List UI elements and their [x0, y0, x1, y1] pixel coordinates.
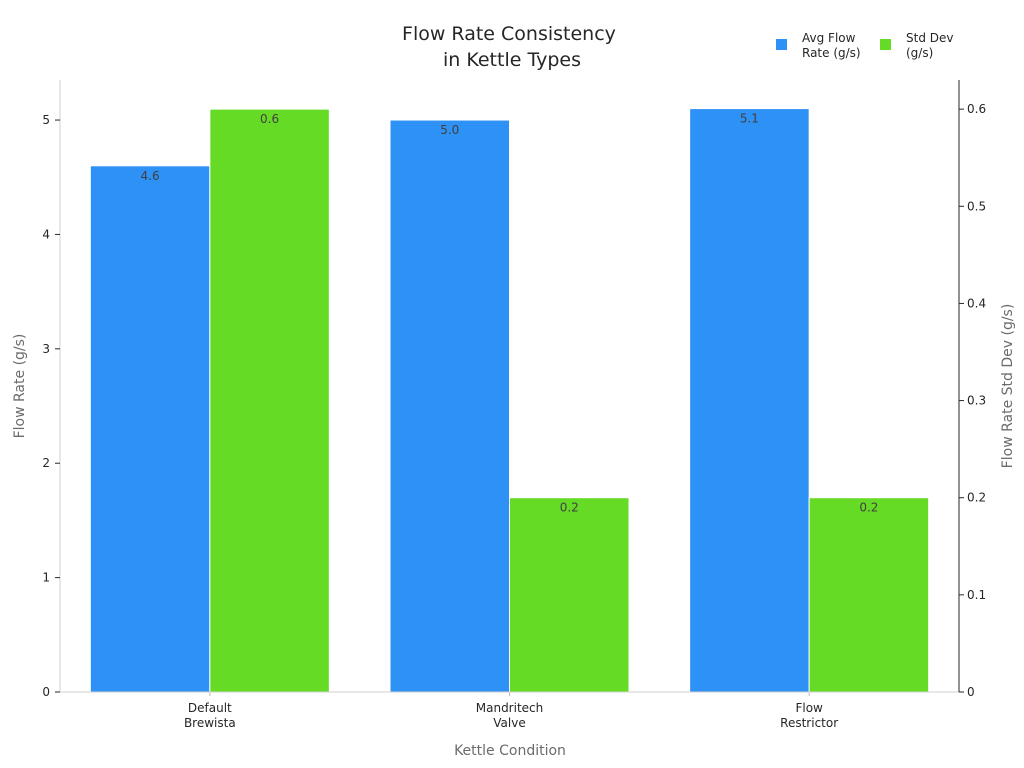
y-tick-label-1: 1 — [42, 571, 50, 585]
x-tick-label-mandritech-valve: Mandritech Valve — [476, 701, 544, 730]
bar-std-dev-flow-restrictor — [808, 497, 930, 693]
legend-label-avg-flow-line-2: Rate (g/s) — [802, 46, 861, 60]
legend-label-avg-flow-line-1: Avg Flow — [802, 31, 856, 45]
legend-swatch-avg-flow — [776, 39, 787, 50]
x-tick-label-flow-restrictor-line-2: Restrictor — [780, 716, 838, 730]
data-label-std-dev-default-brewista: 0.6 — [260, 112, 279, 126]
y2-tick-label-0: 0 — [967, 685, 975, 699]
data-label-avg-flow-mandritech-valve: 5.0 — [440, 123, 459, 137]
y-tick-label-2: 2 — [42, 456, 50, 470]
legend-label-avg-flow: Avg Flow Rate (g/s) — [802, 31, 861, 60]
bar-avg-flow-flow-restrictor — [689, 108, 810, 693]
x-axis-label: Kettle Condition — [454, 743, 566, 759]
y2-tick-label-5: 0.5 — [967, 199, 986, 213]
x-tick-label-default-brewista-line-2: Brewista — [184, 716, 236, 730]
x-tick-label-default-brewista-line-1: Default — [188, 701, 232, 715]
bar-std-dev-mandritech-valve — [509, 497, 630, 693]
y-axis-label: Flow Rate (g/s) — [12, 334, 28, 439]
y2-tick-label-3: 0.3 — [967, 394, 986, 408]
x-tick-label-flow-restrictor-line-1: Flow — [795, 701, 823, 715]
y-tick-label-0: 0 — [42, 685, 50, 699]
bar-avg-flow-mandritech-valve — [389, 119, 510, 693]
data-label-std-dev-flow-restrictor: 0.2 — [859, 501, 878, 515]
legend-label-std-dev-line-2: (g/s) — [906, 46, 933, 60]
data-label-avg-flow-flow-restrictor: 5.1 — [740, 112, 759, 126]
legend: Avg Flow Rate (g/s) Std Dev (g/s) — [776, 31, 957, 60]
chart-title-line-2: in Kettle Types — [443, 49, 581, 71]
y2-tick-label-1: 0.1 — [967, 588, 986, 602]
legend-label-std-dev-line-1: Std Dev — [906, 31, 953, 45]
x-tick-label-flow-restrictor: Flow Restrictor — [780, 701, 838, 730]
x-tick-label-mandritech-valve-line-2: Valve — [493, 716, 525, 730]
legend-swatch-std-dev — [880, 39, 891, 50]
y-tick-label-4: 4 — [42, 227, 50, 241]
y2-tick-label-2: 0.2 — [967, 491, 986, 505]
x-tick-label-default-brewista: Default Brewista — [184, 701, 236, 730]
legend-label-std-dev: Std Dev (g/s) — [906, 31, 957, 60]
data-labels-layer: 4.6 0.6 5.0 0.2 5.1 0.2 — [141, 112, 879, 515]
y-tick-label-5: 5 — [42, 113, 50, 127]
y2-tick-label-4: 0.4 — [967, 296, 986, 310]
axes-layer: Default Brewista Mandritech Valve Flow Restri… — [42, 80, 986, 730]
y2-tick-label-6: 0.6 — [967, 102, 986, 116]
y-tick-label-3: 3 — [42, 342, 50, 356]
bar-std-dev-default-brewista — [209, 108, 330, 693]
chart-title-line-1: Flow Rate Consistency — [402, 23, 616, 45]
chart-title: Flow Rate Consistency in Kettle Types — [402, 23, 622, 71]
y2-axis-label: Flow Rate Std Dev (g/s) — [1000, 304, 1016, 469]
x-tick-label-mandritech-valve-line-1: Mandritech — [476, 701, 544, 715]
bars-layer — [89, 108, 930, 693]
data-label-std-dev-mandritech-valve: 0.2 — [560, 501, 579, 515]
data-label-avg-flow-default-brewista: 4.6 — [141, 169, 160, 183]
bar-avg-flow-default-brewista — [89, 165, 211, 693]
